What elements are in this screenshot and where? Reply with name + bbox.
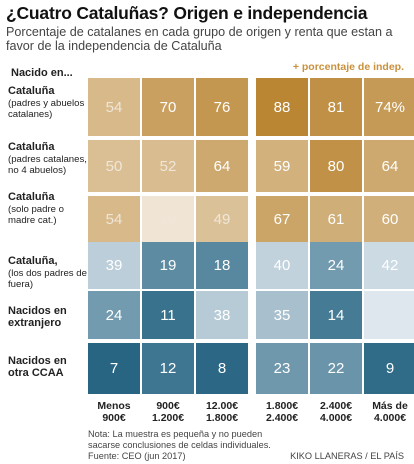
heatmap-cell: 61 — [310, 196, 362, 242]
column-label: 2.400€ 4.000€ — [308, 400, 364, 424]
heatmap-cell: 54 — [88, 78, 140, 136]
column-label: Menos 900€ — [86, 400, 142, 424]
heatmap-cell: 9 — [364, 343, 414, 394]
column-label: 12.00€ 1.800€ — [194, 400, 250, 424]
heatmap-cell: 38 — [196, 291, 248, 339]
row-label: Cataluña (padres y abuelos catalanes) — [8, 85, 90, 121]
row-label-sub: (los dos padres de fuera) — [8, 267, 87, 291]
heatmap-cell: 59 — [256, 140, 308, 192]
column-label: 900€ 1.200€ — [140, 400, 196, 424]
column-label: 1.800€ 2.400€ — [254, 400, 310, 424]
row-label: Nacidos en otra CCAA — [8, 355, 90, 379]
heatmap-cell: 19 — [142, 242, 194, 289]
column-label-line: Más de — [372, 400, 408, 412]
column-label-line: 1.200€ — [151, 412, 185, 424]
credit-line: KIKO LLANERAS / EL PAÍS — [290, 451, 404, 461]
heatmap-cell: 52 — [142, 140, 194, 192]
column-label-line: 4.000€ — [319, 412, 353, 424]
heatmap-cell: 11 — [142, 291, 194, 339]
column-label: Más de 4.000€ — [362, 400, 414, 424]
column-label-line: 4.000€ — [373, 412, 407, 424]
heatmap-cell: 50 — [88, 140, 140, 192]
heatmap-cell: 64 — [364, 140, 414, 192]
heatmap-cell: 14 — [310, 291, 362, 339]
heatmap-cell — [364, 291, 414, 339]
column-label-line: 2.400€ — [265, 412, 299, 424]
heatmap-cell: 49 — [196, 196, 248, 242]
column-label-line: 1.800€ — [205, 412, 239, 424]
heatmap-cell: 60 — [364, 196, 414, 242]
heatmap-cell: 29 — [142, 196, 194, 242]
heatmap-cell: 64 — [196, 140, 248, 192]
row-label-main: Nacidos en otra CCAA — [8, 355, 67, 379]
heatmap-cell: 74% — [364, 78, 414, 136]
heatmap-cell: 42 — [364, 242, 414, 289]
heatmap-cell: 40 — [256, 242, 308, 289]
column-label-line: 900€ — [156, 400, 180, 412]
heatmap-cell: 88 — [256, 78, 308, 136]
heatmap-cell: 39 — [88, 242, 140, 289]
heatmap-cell: 23 — [256, 343, 308, 394]
row-label: Cataluña (padres catalanes, no 4 abuelos) — [8, 141, 90, 177]
source-line: Fuente: CEO (jun 2017) — [88, 451, 186, 461]
heatmap-cell: 54 — [88, 196, 140, 242]
heatmap-cell: 70 — [142, 78, 194, 136]
column-label-line: Menos — [97, 400, 131, 412]
row-label: Cataluña (solo padre o madre cat.) — [8, 191, 90, 227]
heatmap-cell: 7 — [88, 343, 140, 394]
row-label-main: Cataluña — [8, 85, 55, 97]
heatmap-cell: 81 — [310, 78, 362, 136]
heatmap-cell: 8 — [196, 343, 248, 394]
row-label: Cataluña, (los dos padres de fuera) — [8, 255, 90, 291]
heatmap-cell: 35 — [256, 291, 308, 339]
chart-subtitle: Porcentaje de catalanes en cada grupo de… — [6, 25, 393, 53]
heatmap-cell: 67 — [256, 196, 308, 242]
heatmap-cell: 80 — [310, 140, 362, 192]
heatmap-cell: 12 — [142, 343, 194, 394]
rows-header: Nacido en... — [11, 67, 73, 79]
column-label-line: 12.00€ — [205, 400, 239, 412]
heatmap-cell: 22 — [310, 343, 362, 394]
footnote: Nota: La muestra es pequeña y no pueden … — [88, 429, 271, 450]
row-label-sub: (solo padre o madre cat.) — [8, 203, 64, 227]
row-label-main: Cataluña, — [8, 255, 58, 267]
row-label-main: Nacidos en extranjero — [8, 305, 67, 329]
heatmap-cell: 24 — [310, 242, 362, 289]
column-label-line: 2.400€ — [319, 400, 353, 412]
row-label-main: Cataluña — [8, 191, 55, 203]
heatmap-cell: 76 — [196, 78, 248, 136]
legend-label: + porcentaje de indep. — [292, 61, 404, 73]
row-label: Nacidos en extranjero — [8, 305, 90, 329]
column-label-line: 900€ — [102, 412, 126, 424]
row-label-main: Cataluña — [8, 141, 55, 153]
row-label-sub: (padres y abuelos catalanes) — [8, 97, 85, 121]
column-label-line: 1.800€ — [265, 400, 299, 412]
row-label-sub: (padres catalanes, no 4 abuelos) — [8, 153, 87, 177]
heatmap-cell: 24 — [88, 291, 140, 339]
chart-title: ¿Cuatro Cataluñas? Origen e independenci… — [6, 3, 368, 23]
heatmap-cell: 18 — [196, 242, 248, 289]
